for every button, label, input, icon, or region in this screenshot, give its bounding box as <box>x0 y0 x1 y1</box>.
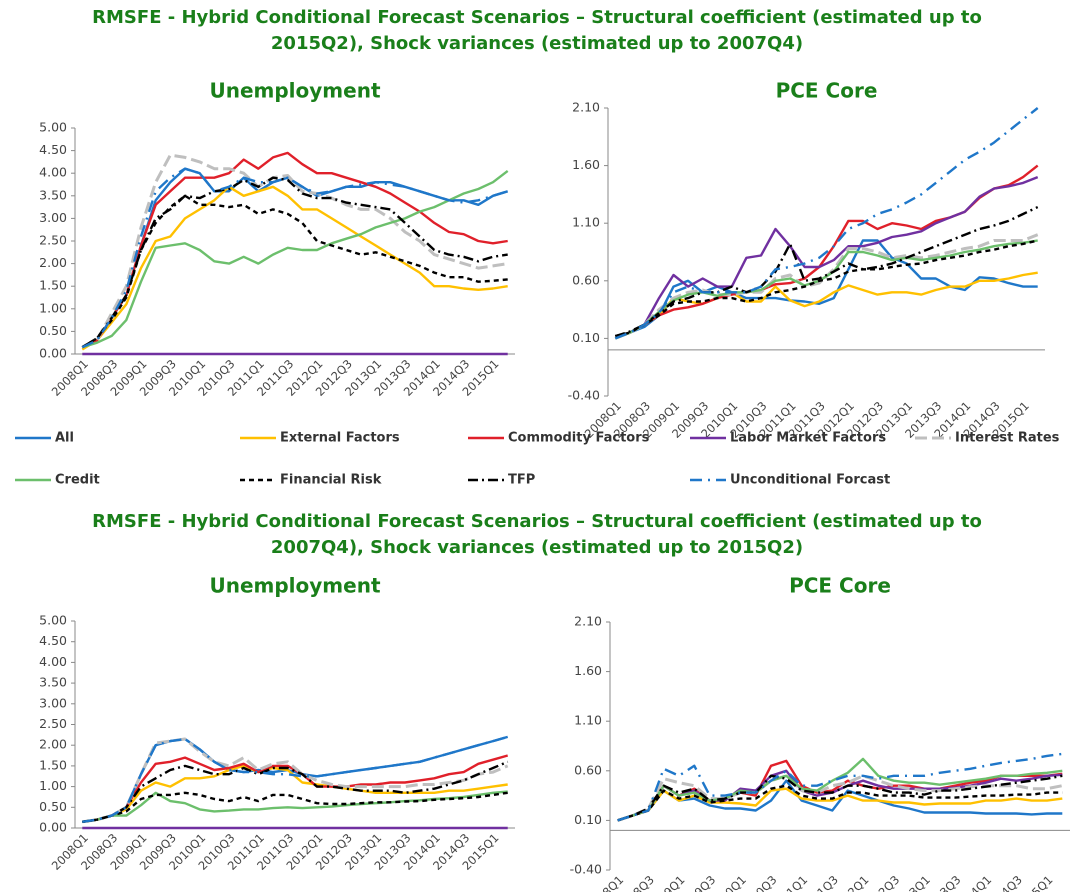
y-tick-label: -0.40 <box>568 388 600 403</box>
series-line <box>617 752 1063 822</box>
series-line <box>81 151 508 349</box>
y-tick-label: 1.50 <box>39 278 67 293</box>
chart-title: PCE Core <box>789 574 891 598</box>
series-line <box>617 787 1063 822</box>
y-tick-label: 3.50 <box>39 187 67 202</box>
y-tick-label: 1.60 <box>572 157 600 172</box>
series-line <box>81 176 508 349</box>
legend-label: Financial Risk <box>280 473 382 488</box>
y-tick-label: 3.00 <box>39 210 67 225</box>
y-tick-label: 2.50 <box>39 716 67 731</box>
legend-label: Interest Rates <box>955 431 1060 446</box>
y-tick-label: 3.00 <box>39 695 67 710</box>
series-line <box>614 107 1039 340</box>
series-line <box>614 239 1038 340</box>
y-tick-label: -0.40 <box>570 862 602 877</box>
y-tick-label: 5.00 <box>39 613 67 628</box>
series-line <box>81 194 508 349</box>
y-tick-label: 3.50 <box>39 675 67 690</box>
legend-label: Credit <box>55 473 100 488</box>
y-tick-label: 0.10 <box>574 812 602 827</box>
y-tick-label: 2.10 <box>574 614 602 629</box>
series-line <box>82 737 509 824</box>
y-tick-label: 5.00 <box>39 120 67 135</box>
legend-label: Unconditional Forcast <box>730 473 890 488</box>
heading: 2015Q2), Shock variances (estimated up t… <box>271 33 803 54</box>
y-tick-label: 4.00 <box>39 165 67 180</box>
series-line <box>614 271 1038 340</box>
y-tick-label: 0.00 <box>39 820 67 835</box>
series-line <box>81 167 509 349</box>
heading: RMSFE - Hybrid Conditional Forecast Scen… <box>92 511 982 532</box>
series-line <box>82 754 509 823</box>
series-line <box>81 185 508 351</box>
y-tick-label: 1.00 <box>39 300 67 315</box>
chart-title: Unemployment <box>209 574 380 598</box>
series-line <box>82 735 509 823</box>
y-tick-label: 2.50 <box>39 233 67 248</box>
series-line <box>617 779 1063 822</box>
y-tick-label: 4.00 <box>39 654 67 669</box>
y-tick-label: 1.10 <box>572 215 600 230</box>
series-line <box>614 206 1039 338</box>
series-line <box>81 169 509 349</box>
legend-label: TFP <box>508 473 535 488</box>
legend-label: Commodity Factors <box>508 431 650 446</box>
y-tick-label: 2.00 <box>39 255 67 270</box>
legend-label: All <box>55 431 74 446</box>
y-tick-label: 4.50 <box>39 142 67 157</box>
y-tick-label: 0.10 <box>572 330 600 345</box>
series-line <box>617 757 1063 822</box>
y-tick-label: 0.50 <box>39 323 67 338</box>
y-tick-label: 1.10 <box>574 713 602 728</box>
y-tick-label: 0.00 <box>39 346 67 361</box>
y-tick-label: 4.50 <box>39 633 67 648</box>
y-tick-label: 0.60 <box>572 272 600 287</box>
legend-label: External Factors <box>280 431 400 446</box>
y-tick-label: 1.00 <box>39 778 67 793</box>
chart-title: PCE Core <box>776 79 878 103</box>
series-line <box>82 760 509 823</box>
series-line <box>617 769 1063 822</box>
legend-label: Labor Market Factors <box>730 431 886 446</box>
y-tick-label: 1.60 <box>574 663 602 678</box>
series-line <box>82 735 509 823</box>
y-tick-label: 2.10 <box>572 100 600 115</box>
y-tick-label: 1.50 <box>39 757 67 772</box>
series-line <box>82 790 508 823</box>
heading: RMSFE - Hybrid Conditional Forecast Scen… <box>92 7 982 28</box>
heading: 2007Q4), Shock variances (estimated up t… <box>271 537 803 558</box>
series-line <box>617 774 1063 822</box>
series-line <box>81 153 508 349</box>
y-tick-label: 2.00 <box>39 737 67 752</box>
series-line <box>617 784 1063 822</box>
y-tick-label: 0.50 <box>39 799 67 814</box>
chart-title: Unemployment <box>209 79 380 103</box>
series-line <box>614 175 1039 340</box>
y-tick-label: 0.60 <box>574 762 602 777</box>
